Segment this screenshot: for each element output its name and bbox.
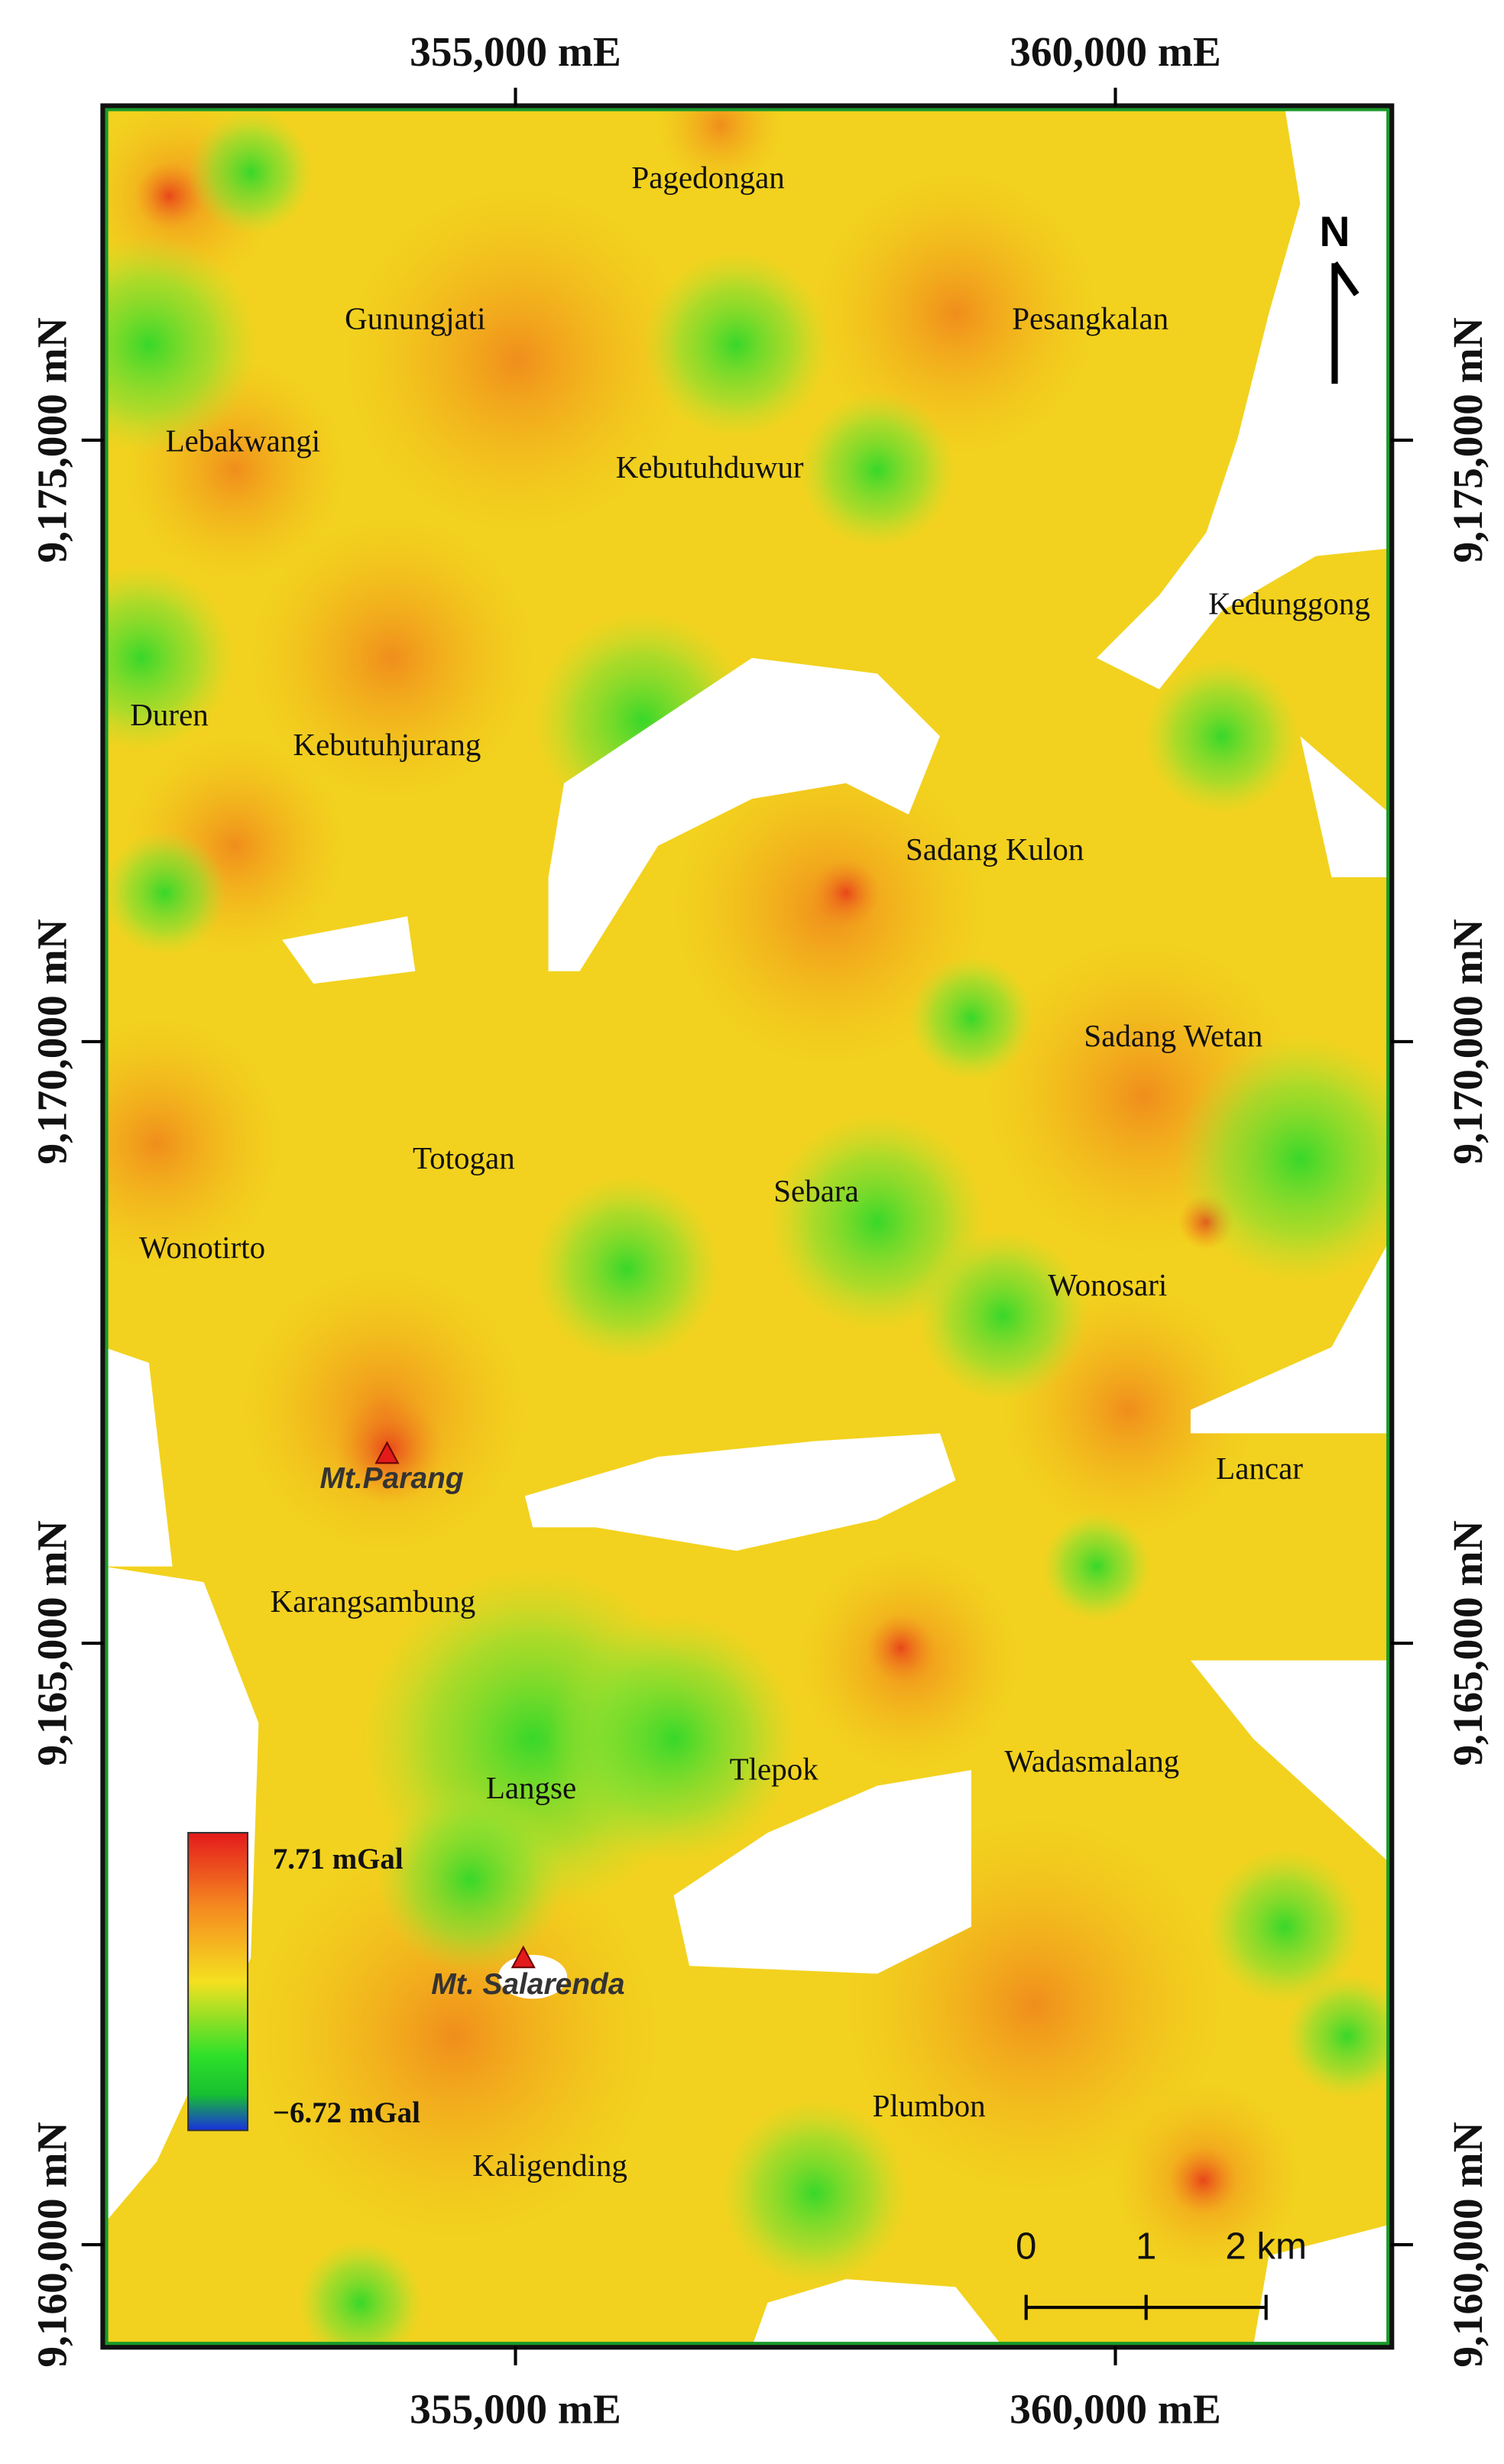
field-blob: [1169, 2145, 1238, 2216]
place-label: Totogan: [413, 1140, 515, 1175]
legend-max-label: 7.71 mGal: [273, 1843, 404, 1876]
place-label: Karangsambung: [271, 1584, 476, 1619]
legend-colorbar: [187, 1831, 249, 2132]
peak-marker: [374, 1441, 400, 1464]
legend-min-label: −6.72 mGal: [273, 2096, 420, 2129]
field-blob: [1284, 1973, 1392, 2099]
place-label: Wonosari: [1048, 1267, 1167, 1302]
field-blob: [188, 109, 314, 235]
scale-bar-label: 1: [1136, 2226, 1156, 2268]
field-blob: [1206, 1848, 1363, 2005]
y-tick-label: 9,175,000 mN: [28, 317, 75, 563]
north-arrow: N: [1319, 208, 1360, 384]
field-blob: [1143, 657, 1301, 815]
field-blob: [814, 172, 1097, 455]
field-blob: [103, 1018, 283, 1269]
field-blob: [345, 187, 690, 533]
place-label: Gunungjati: [345, 300, 485, 336]
place-label: Wadasmalang: [1004, 1743, 1179, 1778]
field-blob: [916, 1229, 1089, 1402]
x-tick-label: 360,000 mE: [1010, 28, 1221, 75]
field-blob: [658, 106, 783, 188]
field-blob: [642, 250, 831, 439]
x-tick-label: 355,000 mE: [410, 2386, 621, 2433]
peak-label: Mt. Salarenda: [431, 1968, 624, 2001]
field-blob: [1042, 1511, 1152, 1622]
place-label: Tlepok: [730, 1751, 819, 1786]
place-label: Wonotirto: [139, 1230, 265, 1265]
y-tick-label: 9,175,000 mN: [1444, 317, 1491, 563]
place-label: Sebara: [773, 1173, 859, 1208]
gravity-field: [103, 106, 1392, 2347]
legend: 7.71 mGal −6.72 mGal: [187, 1831, 420, 2132]
place-label: Kedunggong: [1208, 585, 1370, 621]
y-tick-label: 9,170,000 mN: [28, 919, 75, 1164]
field-blob: [721, 2099, 909, 2287]
field-blob: [297, 2239, 423, 2347]
scale-bar-label: 2 km: [1225, 2226, 1307, 2268]
field-blob: [799, 391, 956, 549]
field-blob: [811, 858, 881, 928]
place-label: Kaligending: [472, 2148, 627, 2183]
scale-bar: 0 1 2 km: [1016, 2226, 1307, 2320]
place-labels: Pagedongan Gunungjati Pesangkalan Lebakw…: [130, 160, 1370, 2183]
y-tick-label: 9,160,000 mN: [1444, 2122, 1491, 2367]
field-blob: [533, 1175, 721, 1363]
field-blob: [135, 161, 204, 231]
x-tick-label: 360,000 mE: [1010, 2386, 1221, 2433]
field-blob: [251, 517, 533, 799]
place-label: Duren: [130, 697, 208, 732]
field-blob: [1175, 1033, 1392, 1285]
north-arrow-head: [1332, 261, 1360, 297]
y-tick-label: 9,165,000 mN: [28, 1520, 75, 1765]
place-label: Kebutuhduwur: [616, 449, 804, 485]
place-label: Sadang Wetan: [1084, 1018, 1263, 1053]
place-label: Sadang Kulon: [906, 832, 1084, 867]
peaks: Mt.Parang Mt. Salarenda: [319, 1441, 624, 2001]
scale-bar-label: 0: [1016, 2226, 1036, 2268]
peak-marker: [511, 1945, 536, 1969]
peak-label: Mt.Parang: [319, 1462, 463, 1495]
y-tick-label: 9,170,000 mN: [1444, 919, 1491, 1164]
place-label: Lebakwangi: [166, 423, 321, 458]
field-blob: [548, 1613, 799, 1865]
place-label: Pesangkalan: [1012, 300, 1169, 336]
x-tick-label: 355,000 mE: [410, 28, 621, 75]
map-frame-inner: [105, 108, 1390, 2346]
y-tick-label: 9,160,000 mN: [28, 2122, 75, 2367]
y-tick-label: 9,165,000 mN: [1444, 1520, 1491, 1765]
field-blob: [103, 563, 235, 752]
field-blob: [908, 955, 1034, 1081]
field-blob: [103, 830, 228, 956]
field-blob: [376, 1785, 565, 1974]
north-label: N: [1319, 208, 1350, 255]
place-label: Plumbon: [873, 2088, 986, 2123]
place-label: Pagedongan: [631, 160, 784, 195]
field-blob: [103, 235, 259, 455]
field-blob: [251, 1833, 659, 2240]
place-label: Lancar: [1216, 1451, 1303, 1486]
map-frame: [100, 103, 1395, 2350]
place-label: Kebutuhjurang: [293, 727, 481, 762]
place-label: Langse: [486, 1770, 576, 1805]
field-blob: [866, 1613, 935, 1683]
